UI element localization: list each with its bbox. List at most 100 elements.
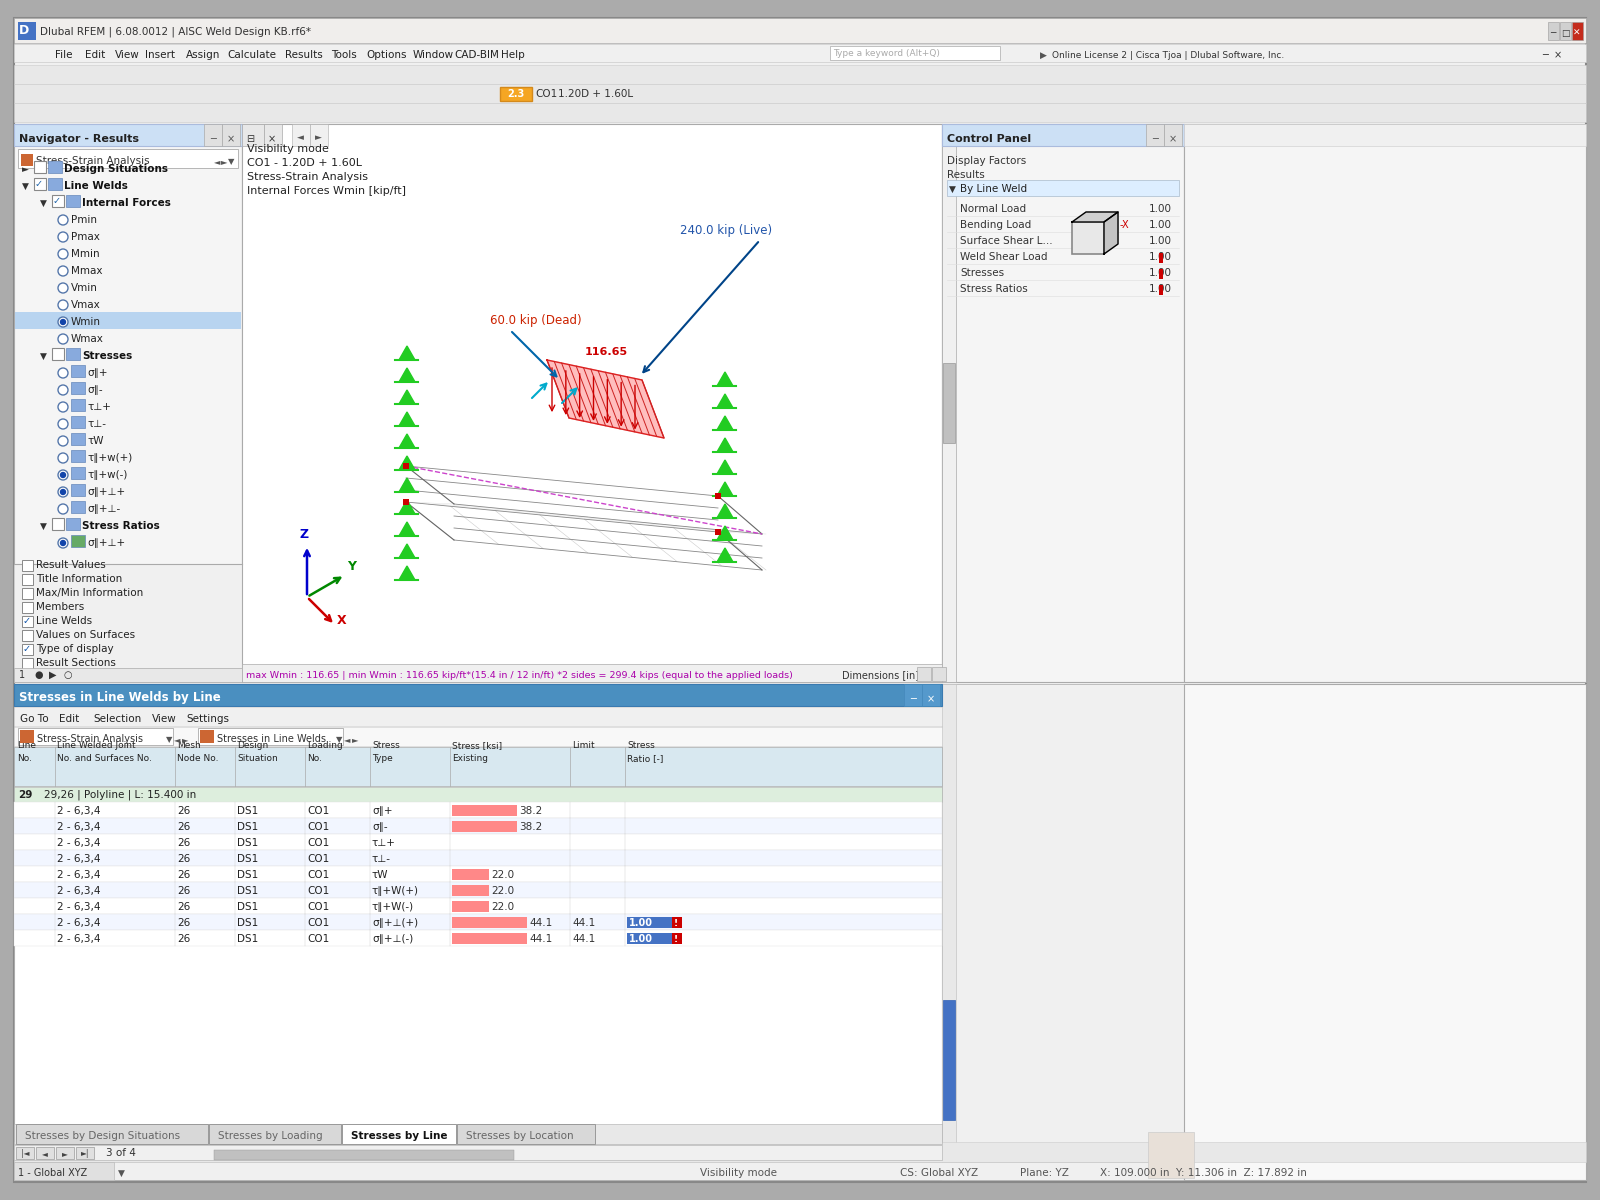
Text: 1.00: 1.00 (629, 934, 653, 944)
Bar (22, 574, 34, 584)
Bar (14, 564, 242, 682)
Polygon shape (717, 482, 733, 496)
Bar (14, 898, 942, 914)
Text: DS1: DS1 (237, 934, 258, 944)
Bar (672, 917, 682, 928)
Bar (1158, 269, 1163, 278)
Bar (242, 664, 942, 682)
Bar (22, 560, 34, 571)
Text: Help: Help (501, 50, 525, 60)
Bar (922, 684, 941, 706)
Text: Stresses: Stresses (82, 350, 133, 361)
Bar (14, 312, 242, 329)
Text: Visibility mode: Visibility mode (701, 1168, 778, 1178)
Text: Go To: Go To (19, 714, 48, 724)
Bar (14, 850, 942, 866)
Text: Insert: Insert (146, 50, 174, 60)
Text: 2 - 6,3,4: 2 - 6,3,4 (58, 870, 101, 880)
Circle shape (58, 402, 67, 412)
Circle shape (61, 490, 66, 494)
Bar (14, 866, 942, 882)
Polygon shape (1104, 212, 1118, 254)
Text: Internal Forces Wmin [kip/ft]: Internal Forces Wmin [kip/ft] (246, 186, 406, 196)
Text: Type: Type (371, 754, 392, 763)
Text: CO1: CO1 (307, 886, 330, 896)
Bar (14, 1142, 1586, 1162)
Bar (70, 365, 85, 377)
Text: ✓: ✓ (22, 616, 30, 626)
Bar (14, 746, 942, 786)
Bar (214, 1150, 514, 1160)
Text: 26: 26 (178, 918, 190, 928)
Text: τ∥+W(-): τ∥+W(-) (371, 902, 414, 912)
Text: ►: ► (22, 164, 29, 174)
Text: DS1: DS1 (237, 870, 258, 880)
Text: ×: × (926, 694, 934, 704)
Text: File: File (54, 50, 72, 60)
Bar (1549, 22, 1558, 40)
Bar (34, 178, 46, 190)
Bar (70, 398, 85, 410)
Text: 2 - 6,3,4: 2 - 6,3,4 (58, 934, 101, 944)
Text: τW: τW (371, 870, 389, 880)
Bar (14, 1162, 114, 1180)
Text: Tools: Tools (331, 50, 357, 60)
Text: Selection: Selection (93, 714, 141, 724)
Bar (947, 180, 1179, 196)
Bar (942, 1000, 955, 1120)
Polygon shape (398, 368, 414, 382)
Text: Node No.: Node No. (178, 754, 219, 763)
Bar (77, 1147, 94, 1159)
Bar (1571, 22, 1582, 40)
Text: Max/Min Information: Max/Min Information (35, 588, 144, 598)
Bar (14, 44, 1586, 62)
Bar (205, 124, 222, 146)
Bar (453, 869, 490, 880)
Polygon shape (398, 346, 414, 360)
Polygon shape (717, 394, 733, 408)
Bar (453, 934, 526, 944)
Text: ✓: ✓ (22, 644, 30, 654)
Polygon shape (717, 460, 733, 474)
Bar (453, 805, 517, 816)
Text: σ∥+⊥(-): σ∥+⊥(-) (371, 934, 413, 944)
Text: Mmin: Mmin (70, 248, 99, 259)
Text: Wmin: Wmin (70, 317, 101, 326)
Text: CO1: CO1 (307, 918, 330, 928)
Bar (70, 535, 85, 547)
Text: 44.1: 44.1 (530, 918, 552, 928)
Text: ─: ─ (1152, 134, 1158, 144)
Text: σ∥+: σ∥+ (371, 806, 392, 816)
Text: 38.2: 38.2 (518, 822, 542, 832)
Bar (48, 161, 62, 173)
Text: DS1: DS1 (237, 918, 258, 928)
Bar (942, 684, 1184, 1180)
Bar (70, 382, 85, 394)
Bar (453, 821, 517, 832)
Text: 26: 26 (178, 870, 190, 880)
Text: Type a keyword (Alt+Q): Type a keyword (Alt+Q) (834, 49, 939, 58)
Text: τ⊥+: τ⊥+ (371, 838, 395, 848)
Bar (14, 930, 942, 946)
Text: Line: Line (18, 740, 35, 750)
Bar (16, 1124, 208, 1144)
Bar (453, 886, 490, 896)
Bar (1165, 124, 1182, 146)
Text: DS1: DS1 (237, 886, 258, 896)
Text: !: ! (674, 935, 678, 944)
Text: 60.0 kip (Dead): 60.0 kip (Dead) (490, 314, 582, 326)
Text: Assign: Assign (186, 50, 221, 60)
Text: ▶: ▶ (50, 670, 56, 680)
Text: 2 - 6,3,4: 2 - 6,3,4 (58, 822, 101, 832)
Text: View: View (152, 714, 176, 724)
Bar (22, 644, 34, 655)
Bar (14, 818, 942, 834)
Text: Stress Ratios: Stress Ratios (960, 284, 1027, 294)
Text: Limit: Limit (573, 740, 595, 750)
Circle shape (58, 317, 67, 326)
Text: Calculate: Calculate (227, 50, 277, 60)
Text: Result Values: Result Values (35, 560, 106, 570)
Text: 26: 26 (178, 854, 190, 864)
Text: Existing: Existing (453, 754, 488, 763)
Polygon shape (547, 360, 664, 438)
